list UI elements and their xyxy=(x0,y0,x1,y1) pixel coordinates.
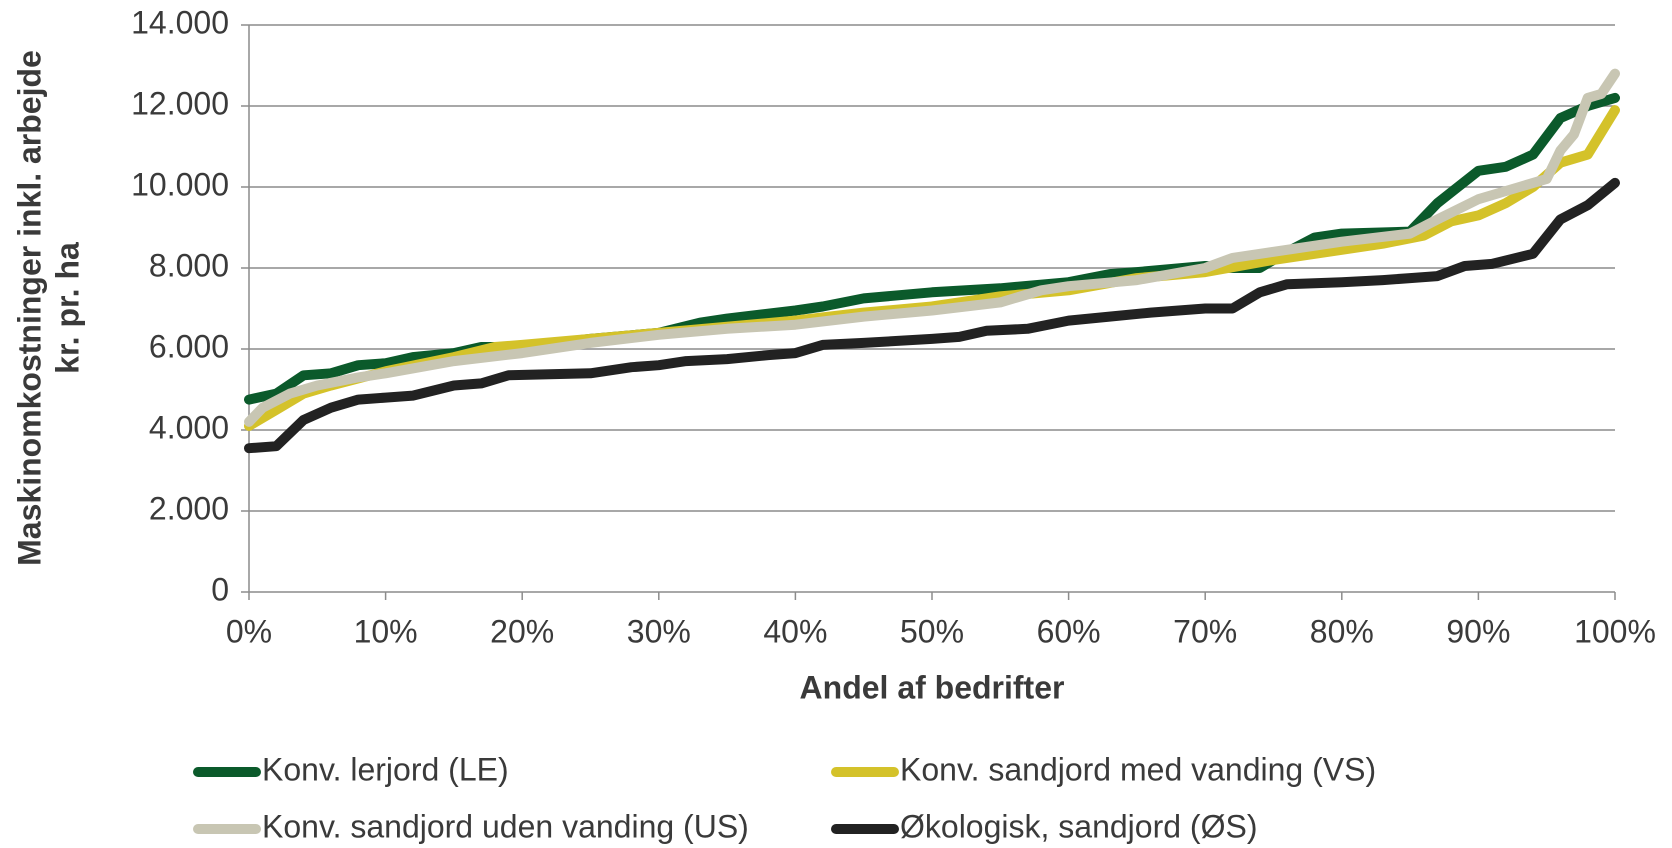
x-tick-label: 60% xyxy=(1037,613,1101,649)
x-tick-label: 40% xyxy=(763,613,827,649)
x-tick-label: 100% xyxy=(1574,613,1656,649)
y-tick-label: 6.000 xyxy=(149,328,229,364)
y-tick-label: 4.000 xyxy=(149,409,229,445)
y-tick-label: 12.000 xyxy=(131,85,229,121)
legend-label: Konv. sandjord med vanding (VS) xyxy=(900,751,1376,787)
legend-label: Konv. sandjord uden vanding (US) xyxy=(262,808,749,844)
series-line xyxy=(244,68,1620,427)
legend-label: Økologisk, sandjord (ØS) xyxy=(900,808,1257,844)
x-tick-label: 30% xyxy=(627,613,691,649)
x-tick-label: 50% xyxy=(900,613,964,649)
y-tick-label: 0 xyxy=(211,571,229,607)
y-axis-title: kr. pr. ha xyxy=(49,242,85,374)
legend-label: Konv. lerjord (LE) xyxy=(262,751,509,787)
x-tick-label: 70% xyxy=(1173,613,1237,649)
x-tick-label: 0% xyxy=(226,613,272,649)
x-tick-label: 10% xyxy=(354,613,418,649)
y-tick-label: 8.000 xyxy=(149,247,229,283)
x-axis-title: Andel af bedrifter xyxy=(800,669,1065,705)
y-tick-label: 2.000 xyxy=(149,490,229,526)
series-line xyxy=(244,92,1620,405)
y-tick-label: 10.000 xyxy=(131,166,229,202)
x-tick-label: 20% xyxy=(490,613,554,649)
y-tick-label: 14.000 xyxy=(131,4,229,40)
series-line xyxy=(244,177,1620,454)
x-tick-label: 80% xyxy=(1310,613,1374,649)
x-tick-label: 90% xyxy=(1446,613,1510,649)
y-axis-title: Maskinomkostninger inkl. arbejde xyxy=(11,50,47,566)
